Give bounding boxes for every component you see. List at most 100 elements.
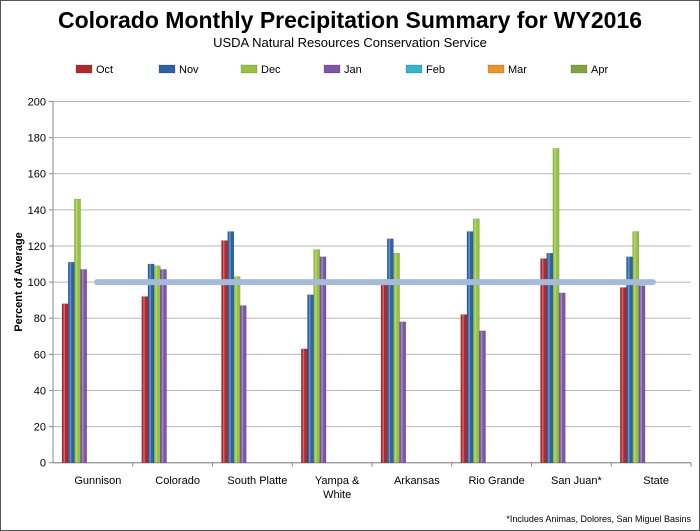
bar-highlight: [241, 305, 244, 463]
legend-swatch-nov: [158, 64, 176, 74]
bar-highlight: [554, 148, 556, 463]
y-tick-label: 200: [28, 97, 46, 109]
x-tick-label: South Platte: [227, 475, 287, 487]
bar-jan: [160, 269, 167, 463]
bar-highlight: [82, 269, 84, 463]
bar-highlight: [143, 296, 145, 463]
bar-highlight: [229, 231, 231, 463]
bar-highlight: [480, 330, 483, 463]
bar-nov: [67, 261, 75, 463]
y-tick-label: 80: [34, 313, 46, 325]
legend-swatch-dec: [240, 64, 258, 74]
bar-oct: [301, 348, 308, 463]
bar-highlight: [315, 249, 317, 463]
bar-oct: [61, 303, 69, 463]
x-tick-label: Gunnison: [74, 475, 121, 487]
x-tick-label: State: [643, 475, 669, 487]
legend-swatch-apr: [570, 64, 588, 74]
legend-swatch-oct: [75, 64, 93, 74]
bar-highlight: [223, 240, 225, 463]
legend-swatch-jan: [323, 64, 341, 74]
bar-oct: [460, 314, 468, 463]
bar-highlight: [394, 253, 397, 463]
bar-jan: [319, 256, 327, 463]
bar-nov: [147, 263, 155, 463]
bar-dec: [552, 148, 560, 463]
bar-oct: [540, 258, 547, 463]
bar-jan: [399, 321, 407, 463]
bar-highlight: [235, 276, 237, 463]
bar-nov: [307, 294, 314, 463]
bar-highlight: [401, 321, 403, 463]
y-tick-label: 180: [28, 133, 46, 145]
bar-highlight: [155, 265, 158, 463]
bar-nov: [227, 231, 235, 463]
bar-nov: [386, 238, 394, 463]
y-tick-label: 20: [34, 422, 46, 434]
bar-highlight: [388, 238, 391, 463]
legend-label-nov: Nov: [179, 64, 199, 76]
y-tick-label: 140: [28, 205, 46, 217]
y-tick-label: 40: [34, 385, 46, 397]
footnote: *Includes Animas, Dolores, San Miguel Ba…: [506, 514, 691, 524]
bar-highlight: [634, 231, 636, 463]
bar-highlight: [161, 269, 164, 463]
x-tick-label: San Juan*: [551, 475, 602, 487]
y-tick-label: 120: [28, 241, 46, 253]
x-tick-label: Colorado: [155, 475, 200, 487]
bar-highlight: [640, 285, 642, 463]
y-axis-title: Percent of Average: [13, 232, 25, 331]
bar-jan: [558, 292, 566, 463]
y-tick-label: 60: [34, 349, 46, 361]
bar-highlight: [560, 292, 563, 463]
legend-swatch-feb: [405, 64, 423, 74]
bar-highlight: [542, 258, 544, 463]
bar-jan: [638, 285, 646, 463]
legend-swatch-mar: [487, 64, 505, 74]
legend-label-oct: Oct: [96, 64, 113, 76]
chart-subtitle: USDA Natural Resources Conservation Serv…: [213, 35, 487, 50]
bar-highlight: [75, 199, 78, 463]
bar-oct: [620, 287, 627, 463]
bar-highlight: [302, 348, 305, 463]
legend-label-mar: Mar: [508, 64, 527, 76]
bar-dec: [632, 231, 640, 463]
bar-oct: [141, 296, 149, 463]
bar-jan: [239, 305, 247, 463]
bar-highlight: [321, 256, 323, 463]
legend-label-feb: Feb: [426, 64, 445, 76]
bar-oct: [221, 240, 228, 463]
y-tick-label: 160: [28, 169, 46, 181]
bar-highlight: [382, 283, 384, 463]
y-tick-label: 100: [28, 277, 46, 289]
bar-highlight: [621, 287, 624, 463]
legend-label-apr: Apr: [591, 64, 608, 76]
bar-highlight: [149, 264, 151, 463]
chart-title: Colorado Monthly Precipitation Summary f…: [58, 7, 642, 33]
legend-label-jan: Jan: [344, 64, 362, 76]
bar-dec: [472, 218, 480, 463]
bar-nov: [626, 256, 633, 463]
bar-highlight: [462, 314, 464, 463]
x-tick-label: Yampa &: [315, 475, 360, 487]
x-tick-label: Arkansas: [394, 475, 440, 487]
bar-highlight: [69, 262, 72, 463]
bar-highlight: [548, 253, 550, 463]
bar-dec: [74, 198, 81, 463]
x-tick-label: Rio Grande: [468, 475, 524, 487]
bar-jan: [479, 330, 486, 463]
bar-highlight: [63, 303, 65, 463]
bar-dec: [153, 265, 161, 463]
y-tick-label: 0: [40, 458, 46, 470]
legend-label-dec: Dec: [261, 64, 281, 76]
bar-oct: [380, 283, 388, 463]
bar-highlight: [474, 218, 477, 463]
bar-highlight: [468, 231, 470, 463]
bar-nov: [466, 231, 474, 463]
bar-highlight: [627, 256, 630, 463]
bar-dec: [233, 276, 241, 463]
bar-jan: [80, 269, 88, 463]
bar-highlight: [308, 294, 311, 463]
